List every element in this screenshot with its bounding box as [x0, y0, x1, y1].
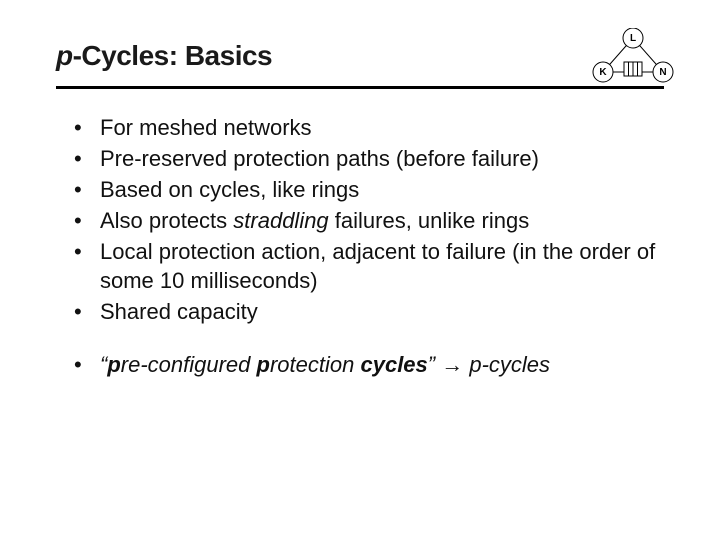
bullet-text: failures, unlike rings: [329, 208, 530, 233]
final-bullet: “pre-configured protection cycles” → p-c…: [74, 350, 664, 379]
bullet-item: Also protects straddling failures, unlik…: [74, 206, 664, 235]
mid-2: rotection: [270, 352, 361, 377]
quote-close: ”: [428, 352, 441, 377]
svg-text:N: N: [659, 67, 666, 78]
bullet-item: Local protection action, adjacent to fai…: [74, 237, 664, 295]
bullet-text: Local protection action, adjacent to fai…: [100, 239, 655, 293]
bullet-text: Based on cycles, like rings: [100, 177, 359, 202]
bullet-list: For meshed networks Pre-reserved protecti…: [56, 113, 664, 326]
final-bullet-list: “pre-configured protection cycles” → p-c…: [56, 350, 664, 379]
bullet-text: Also protects: [100, 208, 233, 233]
slide: LKN p-Cycles: Basics For meshed networks…: [0, 0, 720, 540]
p-letter-3: p: [463, 352, 481, 377]
bullet-text: Shared capacity: [100, 299, 258, 324]
svg-text:K: K: [599, 67, 607, 78]
bullet-text: straddling: [233, 208, 328, 233]
bullet-text: For meshed networks: [100, 115, 312, 140]
arrow-icon: →: [441, 352, 463, 377]
spacer: [56, 328, 664, 350]
bullet-text: Pre-reserved protection paths (before fa…: [100, 146, 539, 171]
bullet-item: Shared capacity: [74, 297, 664, 326]
title-row: p-Cycles: Basics: [56, 40, 664, 89]
mid-1: re-configured: [121, 352, 257, 377]
cycles-word: cycles: [360, 352, 427, 377]
title-prefix: p: [56, 40, 73, 71]
tail-text: -cycles: [482, 352, 550, 377]
slide-title: p-Cycles: Basics: [56, 40, 272, 72]
bullet-item: Pre-reserved protection paths (before fa…: [74, 144, 664, 173]
bullet-item: Based on cycles, like rings: [74, 175, 664, 204]
p-letter-2: p: [257, 352, 270, 377]
svg-text:L: L: [630, 33, 636, 44]
logo-diagram: L K N: [590, 28, 676, 92]
p-letter-1: p: [107, 352, 120, 377]
title-rest: -Cycles: Basics: [73, 40, 273, 71]
bullet-item: For meshed networks: [74, 113, 664, 142]
